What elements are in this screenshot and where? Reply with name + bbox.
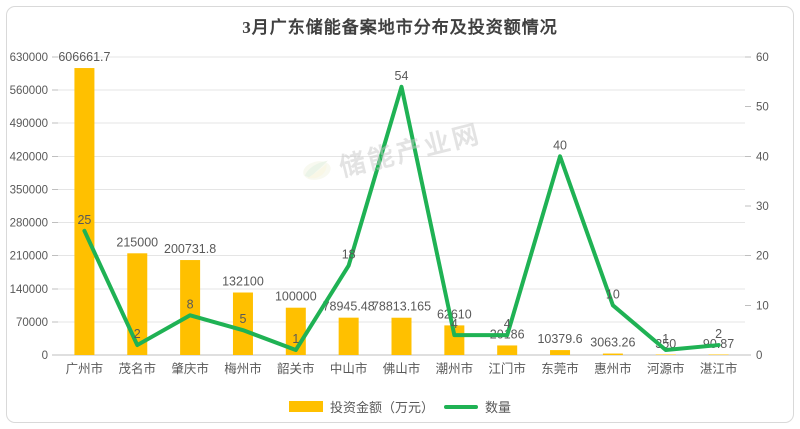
- category-label: 中山市: [330, 361, 368, 376]
- left-axis-label: 630000: [10, 52, 48, 64]
- category-label: 河源市: [647, 361, 685, 376]
- bar: [338, 317, 359, 355]
- bar-value-label: 606661.7: [58, 50, 110, 64]
- bar: [74, 68, 95, 356]
- line-value-label: 54: [395, 69, 409, 83]
- category-label: 佛山市: [383, 361, 421, 376]
- line-value-label: 1: [292, 332, 299, 346]
- category-label: 江门市: [488, 361, 526, 376]
- line-value-label: 18: [342, 248, 356, 262]
- line-value-label: 10: [606, 287, 620, 301]
- category-label: 湛江市: [700, 361, 738, 376]
- line-value-label: 1: [662, 332, 669, 346]
- right-axis-label: 30: [756, 201, 769, 213]
- bar: [497, 345, 518, 355]
- bar: [602, 353, 623, 355]
- line-value-label: 40: [553, 138, 567, 152]
- right-axis-label: 40: [756, 151, 769, 163]
- line-swatch-icon: [444, 404, 478, 409]
- left-axis-label: 210000: [10, 251, 48, 263]
- chart-title: 3月广东储能备案地市分布及投资额情况: [242, 18, 558, 37]
- line-value-label: 2: [134, 327, 141, 341]
- bar-value-label: 78945.48: [323, 300, 375, 314]
- bar-value-label: 132100: [222, 275, 264, 289]
- category-label: 韶关市: [277, 361, 315, 376]
- bar-value-label: 78813.165: [372, 300, 431, 314]
- left-axis-label: 140000: [10, 284, 48, 296]
- bar-value-label: 100000: [275, 290, 317, 304]
- legend-item-investment: 投资金额（万元）: [288, 397, 434, 416]
- left-axis-label: 0: [42, 350, 48, 362]
- bar-value-label: 62610: [437, 307, 472, 321]
- right-axis-label: 50: [756, 102, 769, 114]
- left-axis-label: 70000: [16, 317, 48, 329]
- left-axis-label: 420000: [10, 151, 48, 163]
- category-label: 肇庆市: [171, 361, 209, 376]
- bar: [232, 292, 253, 355]
- legend-label-investment: 投资金额（万元）: [329, 400, 434, 415]
- line-value-label: 5: [239, 312, 246, 326]
- left-axis-label: 490000: [10, 118, 48, 130]
- category-label: 惠州市: [594, 361, 632, 376]
- bar: [550, 350, 571, 355]
- bar-value-label: 200731.8: [164, 242, 216, 256]
- right-axis-label: 10: [756, 300, 769, 312]
- category-label: 潮州市: [436, 361, 474, 376]
- bar: [391, 317, 412, 355]
- left-axis-label: 280000: [10, 218, 48, 230]
- line-value-label: 4: [504, 317, 511, 331]
- line-value-label: 2: [715, 327, 722, 341]
- left-axis-label: 350000: [10, 184, 48, 196]
- line-value-label: 4: [451, 317, 458, 331]
- bar: [444, 325, 465, 355]
- bar: [180, 260, 201, 355]
- line-series: [82, 84, 721, 353]
- legend-label-count: 数量: [485, 400, 512, 415]
- bar-value-label: 3063.26: [590, 336, 635, 350]
- bar-value-label: 215000: [116, 235, 158, 249]
- bar-value-label: 10379.6: [537, 332, 582, 346]
- bar: [655, 354, 676, 355]
- bar-swatch-icon: [288, 401, 323, 412]
- right-axis-label: 20: [756, 251, 769, 263]
- category-label: 梅州市: [224, 361, 262, 376]
- line-value-label: 25: [77, 213, 91, 227]
- line-value-label: 8: [187, 297, 194, 311]
- category-label: 东莞市: [541, 361, 579, 376]
- right-axis-label: 60: [756, 52, 769, 64]
- chart-legend: 投资金额（万元） 数量: [0, 397, 800, 416]
- right-axis-label: 0: [756, 350, 762, 362]
- legend-item-count: 数量: [444, 397, 511, 416]
- category-label: 广州市: [66, 361, 104, 376]
- category-label: 茂名市: [119, 361, 157, 376]
- left-axis-label: 560000: [10, 85, 48, 97]
- bar: [708, 354, 729, 355]
